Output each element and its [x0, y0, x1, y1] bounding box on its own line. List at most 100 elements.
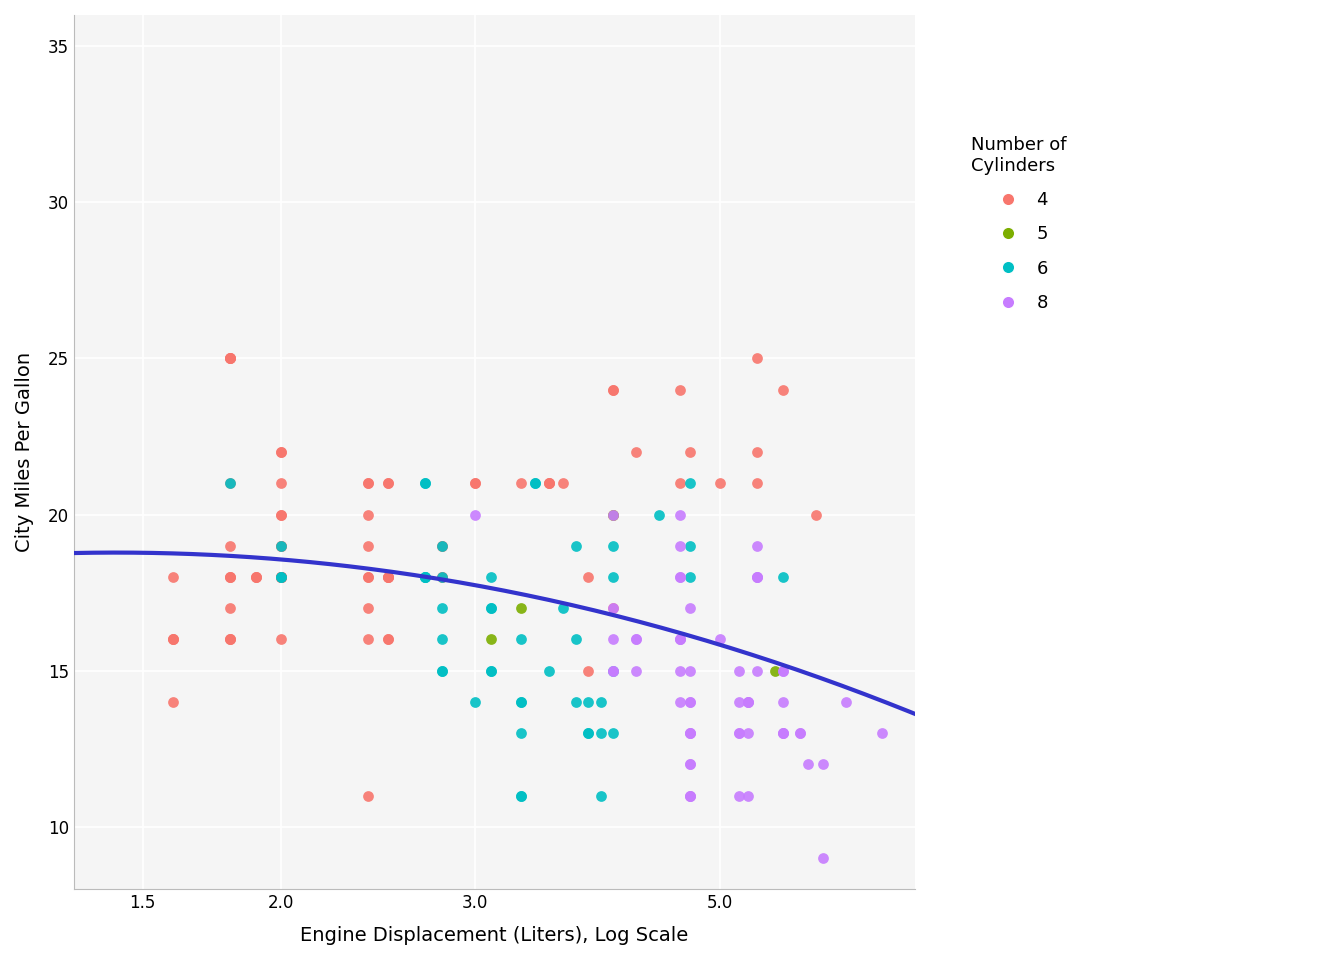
Point [431, 663, 453, 679]
Point [270, 507, 292, 522]
Point [680, 694, 702, 709]
Point [602, 632, 624, 647]
Point [746, 663, 767, 679]
Point [746, 475, 767, 491]
Point [245, 569, 266, 585]
Point [680, 788, 702, 804]
Point [376, 569, 398, 585]
Point [219, 569, 241, 585]
Point [602, 601, 624, 616]
Point [746, 444, 767, 460]
Point [728, 726, 750, 741]
Point [524, 475, 546, 491]
Y-axis label: City Miles Per Gallon: City Miles Per Gallon [15, 352, 34, 552]
Point [414, 569, 435, 585]
Point [602, 601, 624, 616]
Point [738, 694, 759, 709]
Point [509, 726, 531, 741]
Point [590, 726, 612, 741]
Point [797, 756, 818, 772]
Point [163, 632, 184, 647]
Point [564, 694, 586, 709]
Point [602, 507, 624, 522]
Point [669, 569, 691, 585]
Point [578, 663, 599, 679]
Point [509, 632, 531, 647]
Point [680, 726, 702, 741]
Point [789, 726, 810, 741]
Point [602, 663, 624, 679]
Point [358, 475, 379, 491]
Point [746, 569, 767, 585]
Point [773, 569, 794, 585]
Point [270, 569, 292, 585]
Point [358, 569, 379, 585]
Point [464, 475, 485, 491]
Point [219, 632, 241, 647]
Point [376, 632, 398, 647]
Point [509, 788, 531, 804]
Point [728, 788, 750, 804]
Point [270, 632, 292, 647]
Point [669, 569, 691, 585]
Point [552, 601, 574, 616]
Point [163, 694, 184, 709]
Point [680, 788, 702, 804]
Point [431, 539, 453, 554]
Point [219, 632, 241, 647]
Point [376, 569, 398, 585]
Point [358, 632, 379, 647]
Point [738, 726, 759, 741]
Point [578, 694, 599, 709]
Point [669, 694, 691, 709]
Point [746, 569, 767, 585]
Point [773, 726, 794, 741]
Point [219, 475, 241, 491]
Point [590, 694, 612, 709]
Point [728, 694, 750, 709]
Point [773, 663, 794, 679]
Point [746, 569, 767, 585]
Point [509, 694, 531, 709]
Point [773, 726, 794, 741]
Point [219, 350, 241, 366]
Point [763, 663, 785, 679]
Point [414, 475, 435, 491]
Point [509, 475, 531, 491]
Point [871, 726, 892, 741]
Point [602, 382, 624, 397]
Point [602, 726, 624, 741]
Point [219, 350, 241, 366]
Point [564, 539, 586, 554]
Point [163, 632, 184, 647]
Point [431, 569, 453, 585]
Point [270, 569, 292, 585]
Point [270, 539, 292, 554]
Point [480, 663, 501, 679]
Point [648, 507, 669, 522]
Point [590, 788, 612, 804]
Point [539, 475, 560, 491]
Point [680, 788, 702, 804]
Point [680, 475, 702, 491]
Point [626, 632, 648, 647]
Point [813, 851, 835, 866]
Point [669, 663, 691, 679]
Point [358, 507, 379, 522]
Point [270, 539, 292, 554]
Point [680, 569, 702, 585]
Point [270, 507, 292, 522]
Point [270, 569, 292, 585]
Point [270, 539, 292, 554]
Point [669, 632, 691, 647]
Point [358, 788, 379, 804]
Point [539, 475, 560, 491]
Point [578, 726, 599, 741]
Point [578, 726, 599, 741]
Point [245, 569, 266, 585]
Point [669, 539, 691, 554]
Point [270, 569, 292, 585]
Point [728, 726, 750, 741]
Point [680, 756, 702, 772]
Point [270, 569, 292, 585]
